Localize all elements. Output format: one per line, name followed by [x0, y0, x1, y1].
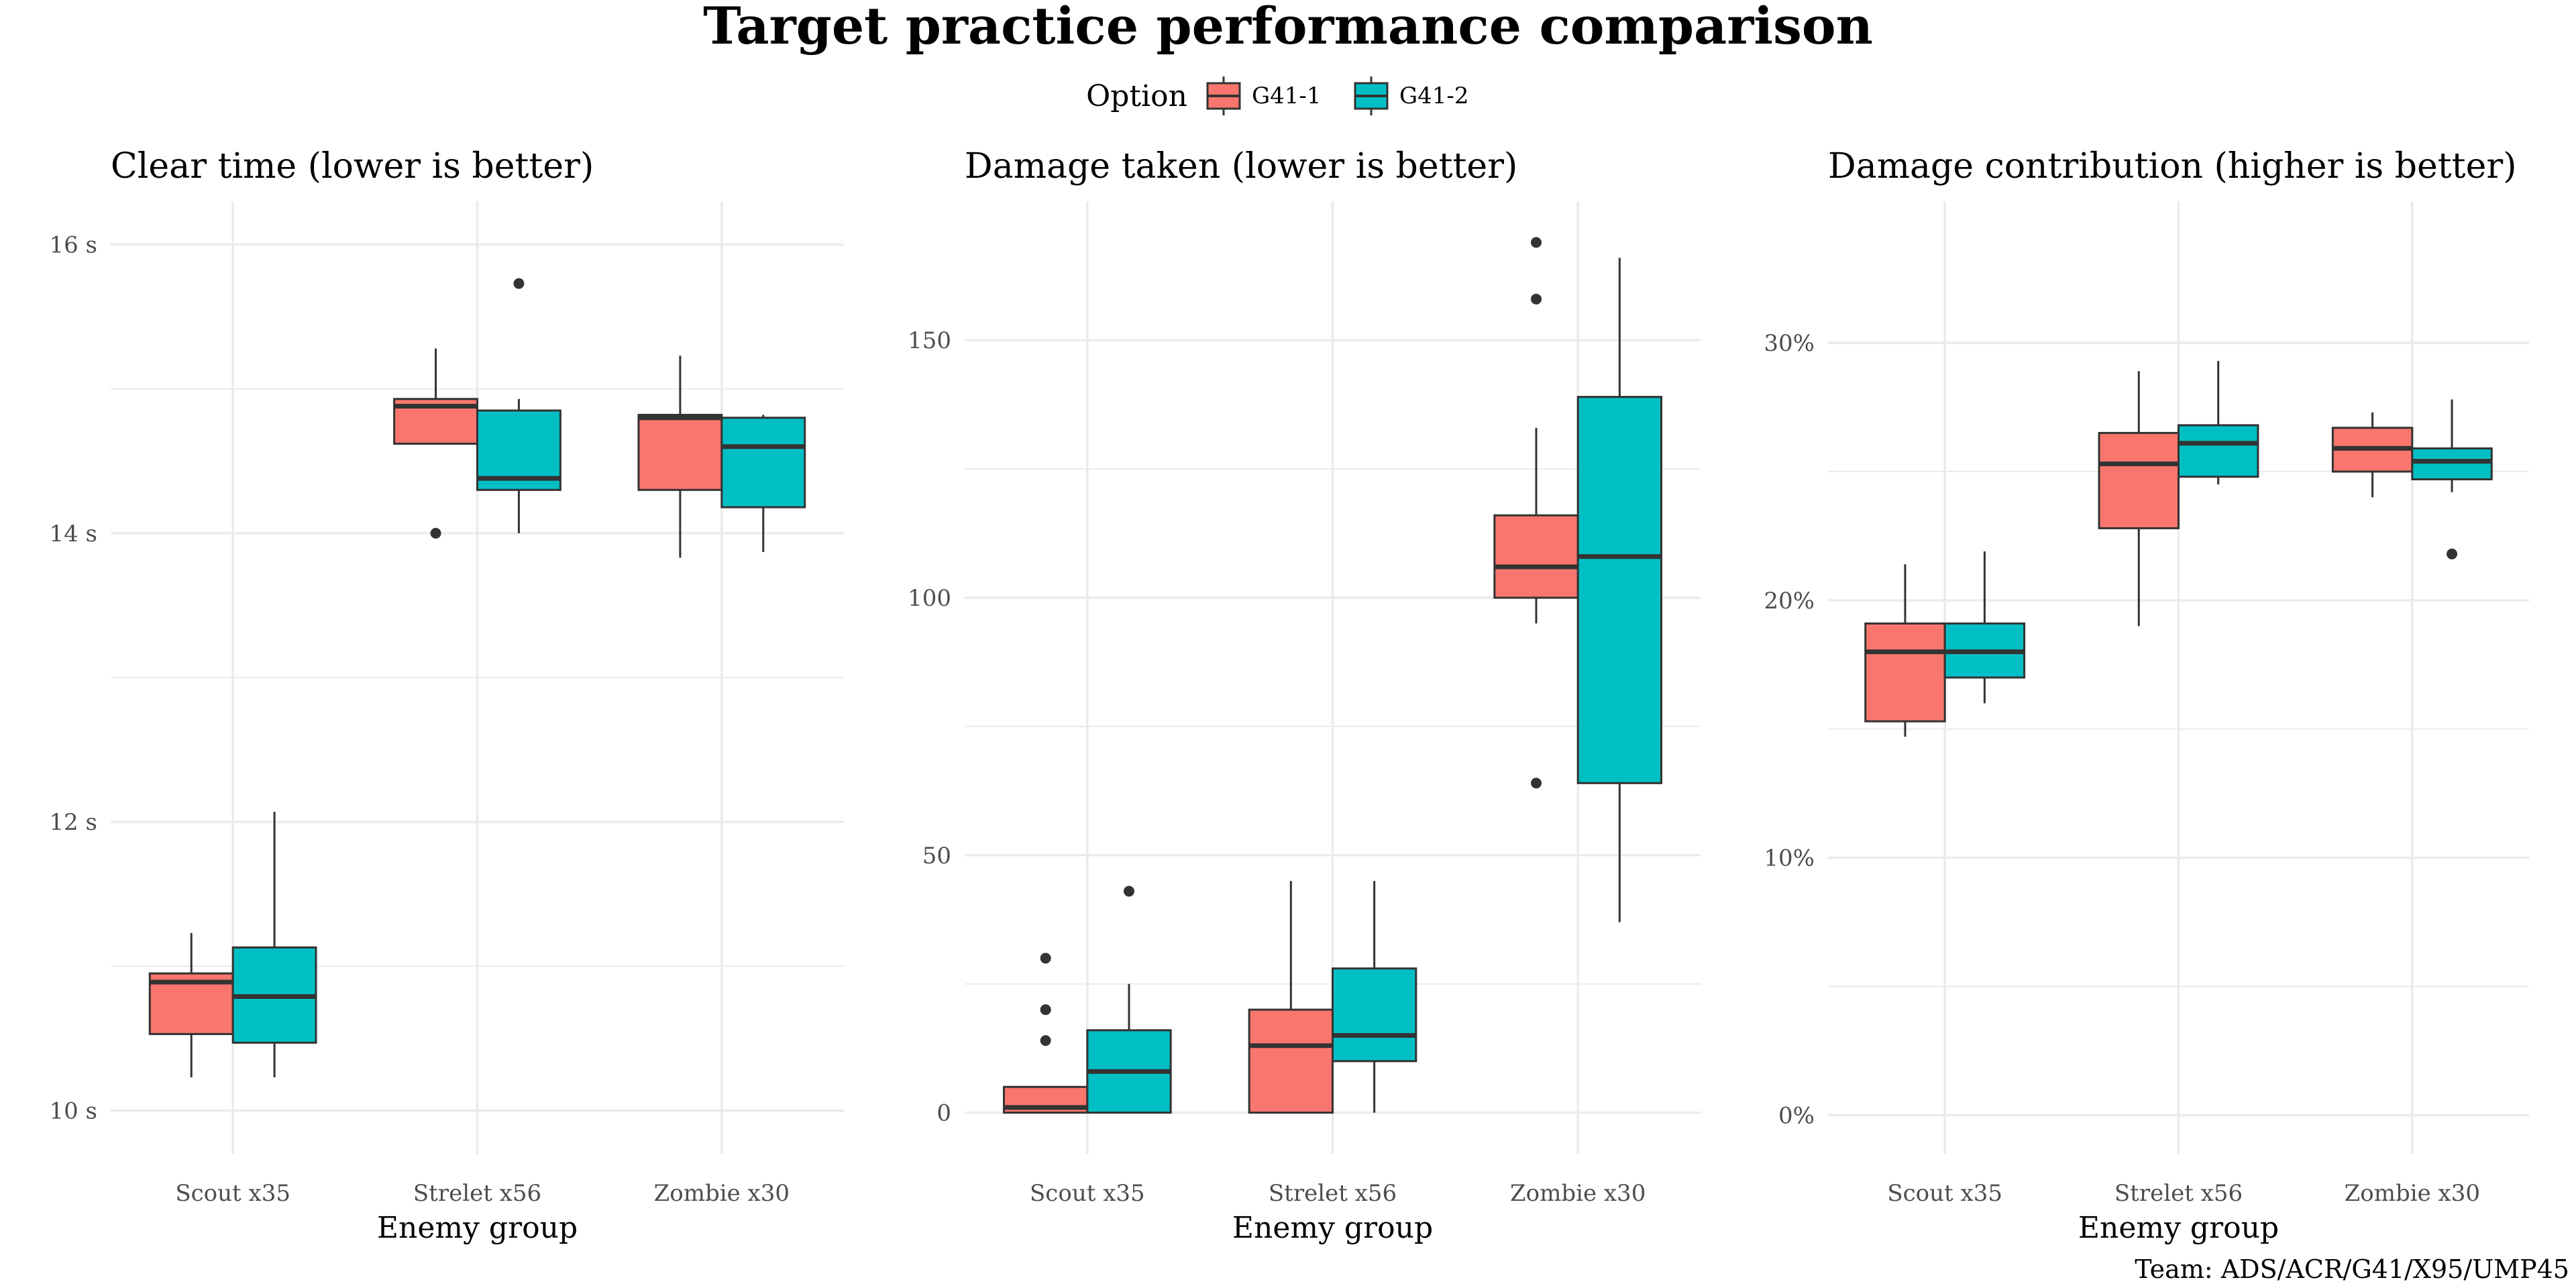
- outlier-point: [513, 278, 525, 289]
- box-g41-2-2: [476, 278, 561, 533]
- x-axis-label: Enemy group: [377, 1211, 578, 1245]
- panel-title: Clear time (lower is better): [111, 146, 594, 186]
- box-body: [1332, 967, 1417, 1063]
- outlier-point: [1040, 1035, 1051, 1046]
- chart-panels: 10 s 12 s 14 s 16 s Scout x35 Strelet x56 Zomb…: [49, 146, 2529, 1245]
- x-tick-label: Scout x35: [175, 1180, 290, 1207]
- outlier-point: [1531, 237, 1542, 248]
- figure-caption: Team: ADS/ACR/G41/X95/UMP45: [2135, 1254, 2569, 1284]
- box-body: [1493, 514, 1579, 599]
- box-g41-1-1: [1864, 564, 1946, 737]
- x-tick-label: Scout x35: [1030, 1180, 1145, 1207]
- y-tick-label: 16 s: [49, 232, 97, 259]
- legend-item-g41-1: G41-1: [1206, 76, 1322, 115]
- box-g41-1-2: [2098, 371, 2180, 627]
- y-tick-label: 12 s: [49, 809, 97, 836]
- x-tick-label: Strelet x56: [413, 1180, 541, 1207]
- legend-label: G41-1: [1252, 83, 1322, 109]
- box-g41-2-3: [1576, 258, 1662, 922]
- legend: Option G41-1 G41-2: [1086, 76, 1469, 115]
- chart-panel-3: 0% 10% 20% 30% Scout x35 Strelet x56 Zombie x3…: [1764, 146, 2529, 1245]
- box-body: [1248, 1008, 1334, 1114]
- legend-title: Option: [1086, 79, 1187, 113]
- x-tick-label: Scout x35: [1887, 1180, 2002, 1207]
- chart-panel-2: 0 50 100 150 Scout x35 Strelet x56 Zombie x30 D…: [908, 146, 1701, 1245]
- y-tick-label: 150: [908, 327, 951, 354]
- x-tick-label: Strelet x56: [2114, 1180, 2243, 1207]
- box-g41-1-3: [1493, 237, 1579, 789]
- panel-title: Damage contribution (higher is better): [1828, 146, 2517, 186]
- box-g41-2-3: [2411, 399, 2493, 559]
- figure-title: Target practice performance comparison: [703, 0, 1873, 56]
- outlier-point: [2447, 548, 2458, 559]
- y-tick-label: 0%: [1778, 1102, 1815, 1129]
- box-g41-1-3: [637, 356, 723, 558]
- panel-title: Damage taken (lower is better): [965, 146, 1517, 186]
- x-tick-label: Strelet x56: [1269, 1180, 1397, 1207]
- legend-label: G41-2: [1399, 83, 1469, 109]
- box-g41-1-2: [393, 348, 478, 539]
- outlier-point: [1531, 293, 1542, 305]
- x-tick-label: Zombie x30: [2345, 1180, 2480, 1207]
- outlier-point: [1123, 885, 1134, 897]
- box-g41-2-1: [231, 812, 317, 1077]
- y-tick-label: 30%: [1764, 330, 1815, 357]
- x-axis-label: Enemy group: [1232, 1211, 1433, 1245]
- box-g41-2-3: [720, 415, 806, 552]
- box-body: [637, 413, 723, 491]
- box-body: [1864, 622, 1946, 722]
- outlier-point: [430, 527, 441, 539]
- x-tick-label: Zombie x30: [1510, 1180, 1646, 1207]
- outlier-point: [1531, 777, 1542, 789]
- x-axis-label: Enemy group: [2078, 1211, 2279, 1245]
- box-g41-1-3: [2331, 412, 2414, 498]
- box-body: [2411, 447, 2493, 480]
- chart-panel-1: 10 s 12 s 14 s 16 s Scout x35 Strelet x56 Zomb…: [49, 146, 844, 1245]
- box-body: [2098, 431, 2180, 529]
- y-tick-label: 20%: [1764, 588, 1815, 614]
- box-g41-2-2: [1332, 881, 1417, 1113]
- y-tick-label: 10 s: [49, 1097, 97, 1124]
- box-g41-1-1: [1003, 953, 1089, 1114]
- box-g41-1-1: [148, 932, 234, 1077]
- y-tick-label: 100: [908, 585, 951, 612]
- y-tick-label: 14 s: [49, 521, 97, 547]
- box-g41-2-1: [1086, 885, 1172, 1114]
- outlier-point: [1040, 953, 1051, 964]
- y-tick-label: 0: [936, 1100, 951, 1127]
- y-tick-label: 10%: [1764, 845, 1815, 872]
- box-g41-2-1: [1943, 551, 2026, 704]
- legend-item-g41-2: G41-2: [1354, 76, 1469, 115]
- box-body: [1576, 396, 1662, 784]
- box-body: [2178, 424, 2259, 478]
- y-tick-label: 50: [922, 843, 951, 869]
- box-g41-2-2: [2178, 360, 2259, 485]
- box-g41-1-2: [1248, 881, 1334, 1114]
- box-body: [720, 417, 806, 508]
- x-tick-label: Zombie x30: [654, 1180, 790, 1207]
- outlier-point: [1040, 1004, 1051, 1016]
